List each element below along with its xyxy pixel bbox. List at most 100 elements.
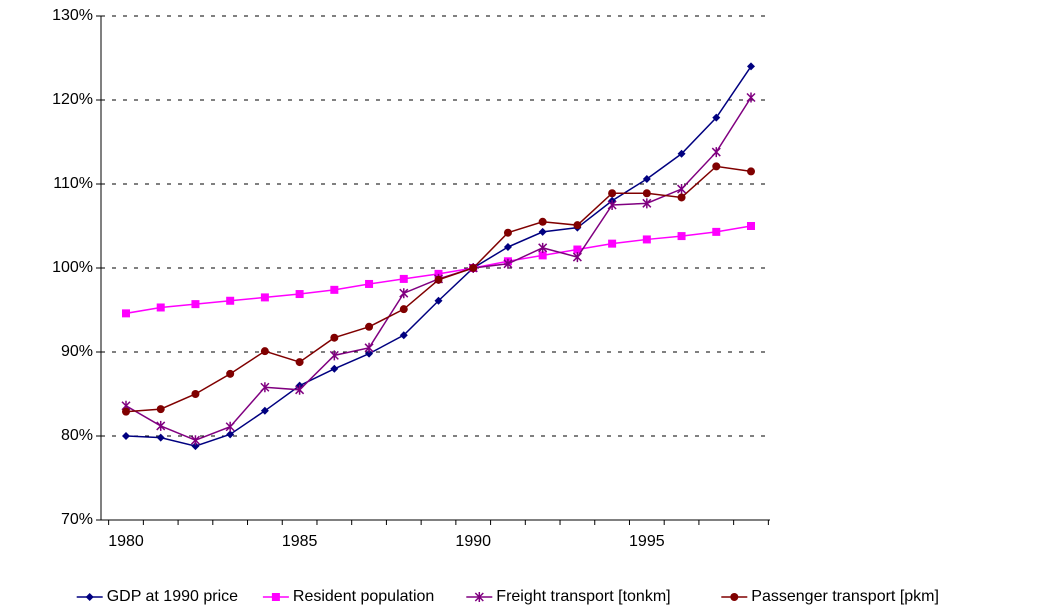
marker-shape [295,384,305,395]
marker-shape [573,221,582,230]
marker-shape [226,430,235,439]
marker-shape [364,342,374,353]
marker [330,285,339,294]
marker-shape [747,167,755,176]
legend-label: Passenger transport [pkm] [751,588,939,605]
legend-label: Freight transport [tonkm] [496,588,670,605]
marker-shape [538,217,547,226]
marker [399,331,408,340]
marker-shape [677,193,686,202]
marker [295,358,304,367]
marker [747,167,755,176]
marker [330,333,339,342]
marker-shape [295,358,304,367]
marker [365,322,374,331]
marker-shape [538,251,547,260]
marker [503,243,512,251]
marker-shape [260,347,269,356]
marker [747,222,755,230]
marker-shape [399,288,409,299]
marker [225,421,235,432]
marker-shape [399,274,408,283]
marker [226,430,235,439]
marker [122,407,130,416]
marker-shape [434,275,443,284]
marker-shape [156,405,165,414]
marker-shape [399,331,408,340]
marker-shape [260,382,270,393]
x-tick-label: 1995 [629,533,665,550]
marker-shape [122,432,130,440]
marker-shape [642,198,652,209]
marker [573,245,582,254]
marker [572,252,582,263]
y-tick-label: 80% [61,427,93,444]
marker-shape [122,309,130,318]
marker [226,369,235,378]
marker-shape [677,184,687,195]
marker-shape [191,300,200,309]
marker-shape [608,189,617,198]
marker-shape [156,303,165,312]
marker-shape [330,333,339,342]
marker-shape [642,189,651,198]
marker [399,305,408,314]
marker [156,433,165,442]
marker [295,384,305,395]
marker [260,347,269,356]
marker [538,251,547,260]
marker-shape [711,147,721,158]
marker [608,189,617,198]
marker-shape [226,369,235,378]
marker-shape [434,269,443,278]
marker-shape [399,305,408,314]
marker [156,405,165,414]
marker-shape [226,296,235,305]
marker [607,200,617,210]
marker-shape [712,162,721,171]
marker [677,193,686,202]
marker [730,593,739,601]
marker [712,113,721,122]
marker [434,269,443,278]
marker [156,420,166,431]
marker-shape [295,290,304,299]
marker [711,147,721,158]
marker-shape [469,264,478,272]
marker [434,296,443,305]
marker [399,288,409,299]
x-tick-label: 1985 [282,533,318,550]
marker [642,198,652,209]
marker-shape [191,442,200,451]
marker-shape [503,228,512,237]
marker [365,349,374,358]
marker-shape [190,435,200,446]
marker-shape [503,243,512,251]
marker-shape [538,227,547,236]
marker [156,303,165,312]
marker-shape [677,149,686,158]
series-line [125,97,752,442]
marker [538,217,547,226]
marker-shape [474,592,484,602]
marker-shape [85,593,94,601]
marker [190,435,200,446]
marker-shape [191,390,200,398]
marker [330,364,339,373]
marker [364,342,374,353]
marker-shape [156,433,165,442]
y-tick-label: 110% [53,175,93,192]
marker [295,290,304,299]
marker [642,174,651,183]
y-tick-label: 120% [52,91,93,108]
marker-shape [677,232,686,241]
marker [712,162,721,171]
marker-shape [538,242,548,253]
marker [503,228,512,237]
marker [399,274,408,283]
marker [271,593,280,601]
marker [573,221,582,230]
x-tick-label: 1990 [455,533,491,550]
marker [365,279,374,288]
marker [191,442,200,451]
